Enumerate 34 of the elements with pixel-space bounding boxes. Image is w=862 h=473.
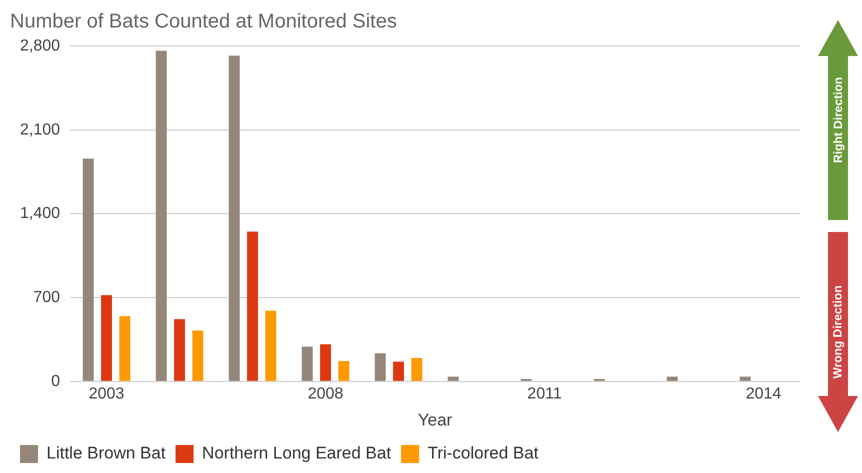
bar: [119, 316, 130, 381]
x-axis-title: Year: [418, 410, 453, 430]
bar: [247, 232, 258, 381]
bar: [393, 362, 404, 381]
x-tick-label: 2003: [88, 385, 124, 402]
bar: [302, 346, 313, 381]
legend-label: Northern Long Eared Bat: [202, 444, 392, 463]
down-arrow-icon: Wrong Direction: [818, 232, 858, 432]
legend-label: Tri-colored Bat: [428, 444, 539, 463]
x-tick-label: 2011: [527, 385, 562, 402]
y-tick-label: 2,800: [20, 37, 60, 54]
chart-title: Number of Bats Counted at Monitored Sites: [10, 10, 397, 33]
bar: [411, 358, 422, 381]
x-tick-label: 2008: [308, 385, 344, 402]
bar: [320, 344, 331, 381]
bar: [666, 376, 678, 381]
bar: [228, 56, 240, 381]
bar: [174, 319, 186, 381]
legend-label: Little Brown Bat: [46, 444, 166, 463]
bar: [338, 361, 350, 381]
bar: [448, 376, 459, 381]
x-tick-label: 2014: [746, 385, 782, 402]
bar: [374, 353, 386, 381]
bar: [101, 295, 112, 381]
y-tick-label: 0: [51, 372, 60, 390]
bar: [82, 158, 94, 381]
bar: [740, 376, 751, 381]
bar: [192, 330, 204, 381]
bar: [156, 50, 167, 381]
y-tick-label: 2,100: [20, 121, 60, 138]
y-tick-label: 700: [33, 288, 60, 306]
y-tick-label: 1,400: [20, 205, 60, 222]
bar: [265, 310, 276, 381]
up-arrow-icon: Right Direction: [818, 20, 858, 220]
